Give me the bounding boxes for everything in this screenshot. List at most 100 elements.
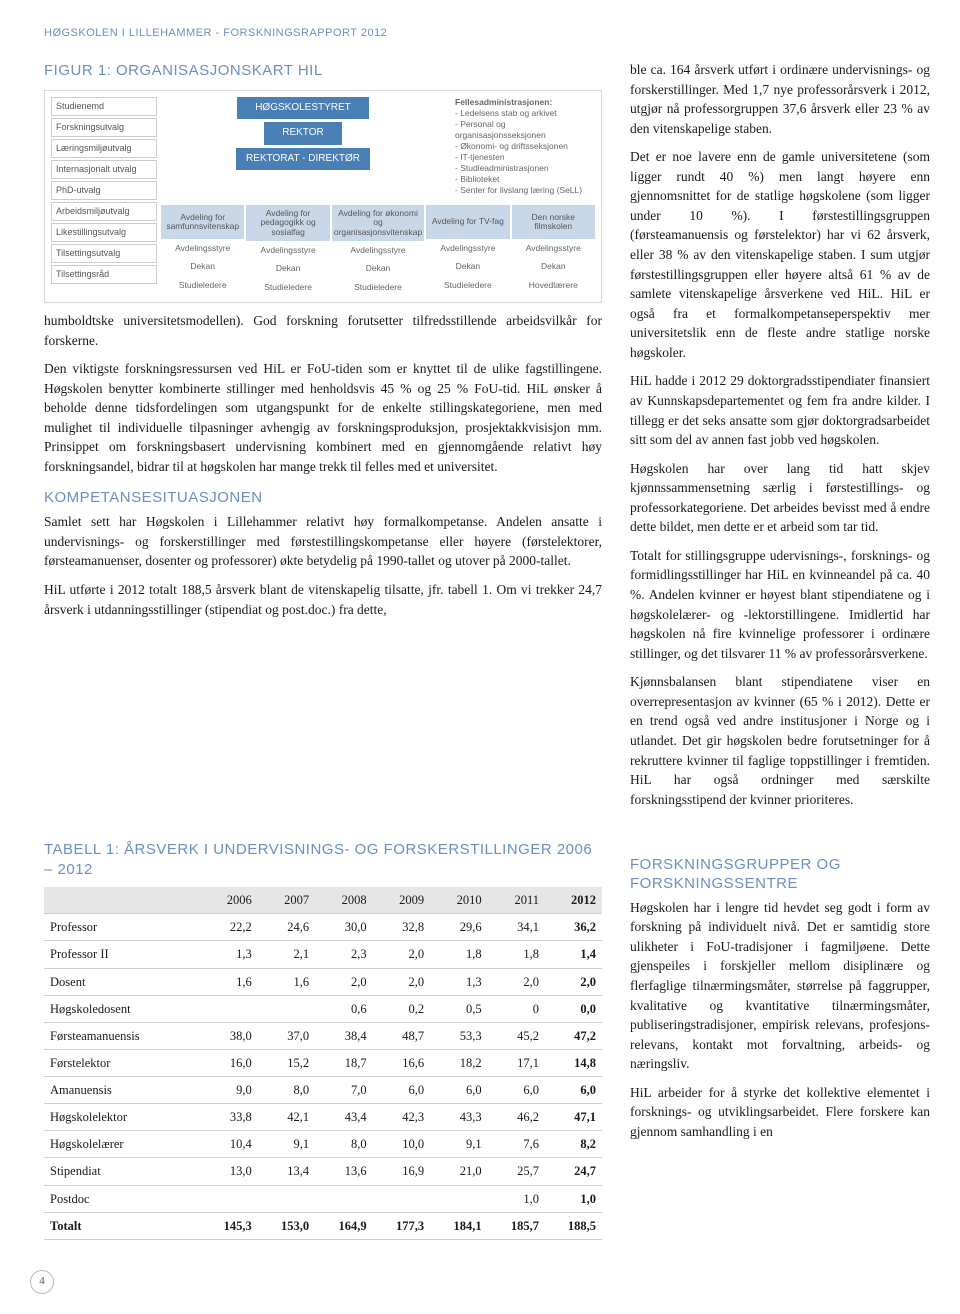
table-row: Professor22,224,630,032,829,634,136,2: [44, 914, 602, 941]
org-side-box: Studienemd: [51, 97, 157, 116]
table-cell: Høgskolelærer: [44, 1131, 200, 1158]
dept-row: Studieledere: [264, 278, 312, 296]
table-cell: 24,6: [258, 914, 315, 941]
org-side-box: Tilsettingsråd: [51, 265, 157, 284]
org-chart: StudienemdForskningsutvalgLæringsmiljøut…: [44, 90, 602, 303]
table-cell: 1,6: [258, 968, 315, 995]
table-header-cell: 2009: [373, 887, 430, 914]
table-cell: 30,0: [315, 914, 372, 941]
table-cell: 42,1: [258, 1104, 315, 1131]
table-header-cell: [44, 887, 200, 914]
table-cell: 6,0: [488, 1077, 545, 1104]
table-cell: 1,0: [545, 1185, 602, 1212]
table-cell: 9,1: [430, 1131, 487, 1158]
dept-row: Dekan: [541, 257, 566, 275]
table-cell: 0,2: [373, 995, 430, 1022]
dept-row: Avdelingsstyre: [350, 241, 405, 259]
table-cell: 24,7: [545, 1158, 602, 1185]
body-paragraph: Den viktigste forskningsressursen ved Hi…: [44, 359, 602, 476]
table-cell: 16,6: [373, 1049, 430, 1076]
table-cell: 1,8: [430, 941, 487, 968]
table-cell: 177,3: [373, 1212, 430, 1239]
table-cell: Dosent: [44, 968, 200, 995]
table-cell: 15,2: [258, 1049, 315, 1076]
body-paragraph: Det er noe lavere enn de gamle universit…: [630, 147, 930, 362]
table-cell: 1,8: [488, 941, 545, 968]
table-cell: 1,4: [545, 941, 602, 968]
table-row: Professor II1,32,12,32,01,81,81,4: [44, 941, 602, 968]
org-dept: Den norske filmskolenAvdelingsstyreDekan…: [512, 205, 595, 296]
table-cell: Professor: [44, 914, 200, 941]
table-cell: 10,4: [200, 1131, 257, 1158]
table-cell: Professor II: [44, 941, 200, 968]
felles-item: - Studieadministrasjonen: [455, 163, 595, 174]
table-cell: 2,0: [488, 968, 545, 995]
table-cell: 36,2: [545, 914, 602, 941]
org-top-box: HØGSKOLESTYRET: [237, 97, 369, 120]
table-cell: 18,7: [315, 1049, 372, 1076]
felles-item: - Personal og organisasjonsseksjonen: [455, 119, 595, 141]
table-header-cell: 2008: [315, 887, 372, 914]
table-row: Postdoc1,01,0: [44, 1185, 602, 1212]
table-cell: 2,0: [373, 968, 430, 995]
body-paragraph: Høgskolen har over lang tid hatt skjev k…: [630, 459, 930, 537]
table-cell: 18,2: [430, 1049, 487, 1076]
body-paragraph: ble ca. 164 årsverk utført i ordinære un…: [630, 60, 930, 138]
body-paragraph: humboldtske universitetsmodellen). God f…: [44, 311, 602, 350]
table-cell: [258, 995, 315, 1022]
dept-row: Dekan: [276, 259, 301, 277]
table-cell: 6,0: [430, 1077, 487, 1104]
table-header-cell: 2006: [200, 887, 257, 914]
dept-head: Avdeling for TV-fag: [426, 205, 509, 239]
dept-row: Avdelingsstyre: [175, 239, 230, 257]
org-dept: Avdeling for TV-fagAvdelingsstyreDekanSt…: [426, 205, 509, 296]
table-cell: 21,0: [430, 1158, 487, 1185]
dept-head: Avdeling for samfunnsvitenskap: [161, 205, 244, 239]
table-cell: 1,3: [430, 968, 487, 995]
table-cell: 1,3: [200, 941, 257, 968]
table-cell: 53,3: [430, 1022, 487, 1049]
table-header-cell: 2012: [545, 887, 602, 914]
table-cell: 17,1: [488, 1049, 545, 1076]
table-cell: 47,2: [545, 1022, 602, 1049]
org-dept: Avdeling for økonomi og organisasjonsvit…: [332, 205, 424, 296]
table-cell: 25,7: [488, 1158, 545, 1185]
dept-head: Den norske filmskolen: [512, 205, 595, 239]
table-row: Førstelektor16,015,218,716,618,217,114,8: [44, 1049, 602, 1076]
table-cell: [258, 1185, 315, 1212]
org-side-box: Forskningsutvalg: [51, 118, 157, 137]
table-cell: 38,0: [200, 1022, 257, 1049]
org-side-box: Arbeidsmiljøutvalg: [51, 202, 157, 221]
table-row: Dosent1,61,62,02,01,32,02,0: [44, 968, 602, 995]
dept-row: Avdelingsstyre: [261, 241, 316, 259]
table-cell: 2,1: [258, 941, 315, 968]
body-paragraph: HiL hadde i 2012 29 doktorgradsstipendia…: [630, 371, 930, 449]
felles-item: - Økonomi- og driftsseksjonen: [455, 141, 595, 152]
dept-row: Dekan: [366, 259, 391, 277]
table-cell: 14,8: [545, 1049, 602, 1076]
table-cell: 45,2: [488, 1022, 545, 1049]
table-cell: 10,0: [373, 1131, 430, 1158]
table-cell: Amanuensis: [44, 1077, 200, 1104]
dept-row: Studieledere: [354, 278, 402, 296]
org-side-box: Likestillingsutvalg: [51, 223, 157, 242]
table-cell: 7,0: [315, 1077, 372, 1104]
table-cell: 1,0: [488, 1185, 545, 1212]
felles-head: Fellesadministrasjonen:: [455, 97, 595, 108]
org-dept: Avdeling for samfunnsvitenskapAvdelingss…: [161, 205, 244, 296]
body-paragraph: Samlet sett har Høgskolen i Lillehammer …: [44, 512, 602, 571]
table-cell: [200, 995, 257, 1022]
table-header-cell: 2007: [258, 887, 315, 914]
table-cell: 0,0: [545, 995, 602, 1022]
table-cell: 1,6: [200, 968, 257, 995]
table-cell: 42,3: [373, 1104, 430, 1131]
table-cell: 32,8: [373, 914, 430, 941]
table-cell: 33,8: [200, 1104, 257, 1131]
table-cell: 2,3: [315, 941, 372, 968]
table-cell: Førstelektor: [44, 1049, 200, 1076]
org-dept: Avdeling for pedagogikk og sosialfagAvde…: [246, 205, 329, 296]
dept-head: Avdeling for økonomi og organisasjonsvit…: [332, 205, 424, 241]
table-cell: 0,6: [315, 995, 372, 1022]
table-cell: 7,6: [488, 1131, 545, 1158]
felles-item: - Ledelsens stab og arkivet: [455, 108, 595, 119]
